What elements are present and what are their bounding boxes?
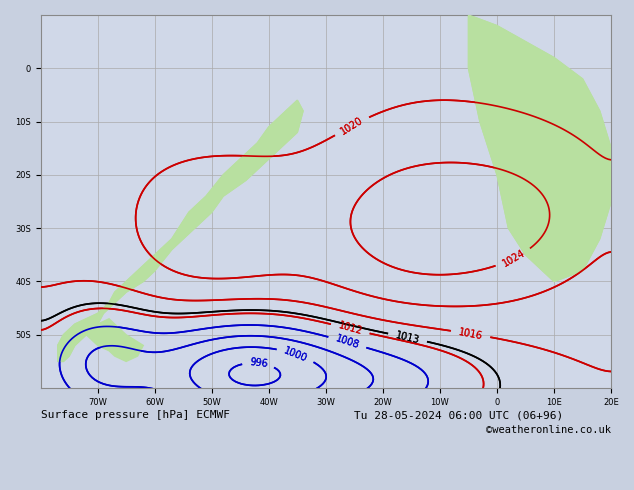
Text: 1000: 1000	[283, 345, 309, 364]
Text: 1012: 1012	[337, 321, 363, 337]
Text: 1012: 1012	[337, 321, 363, 337]
Text: 1013: 1013	[394, 330, 420, 345]
Polygon shape	[469, 15, 611, 281]
Text: 996: 996	[249, 357, 268, 369]
Text: 1004: 1004	[332, 390, 358, 410]
Text: 1020: 1020	[339, 115, 365, 137]
Text: ©weatheronline.co.uk: ©weatheronline.co.uk	[486, 425, 611, 436]
Polygon shape	[469, 15, 611, 281]
Text: 1000: 1000	[283, 345, 309, 364]
Text: 1008: 1008	[334, 334, 361, 351]
Text: 1024: 1024	[500, 248, 527, 269]
Text: 1013: 1013	[394, 330, 420, 345]
Text: 1016: 1016	[458, 327, 484, 341]
Text: Surface pressure [hPa] ECMWF: Surface pressure [hPa] ECMWF	[41, 411, 230, 420]
Text: 1024: 1024	[500, 248, 527, 269]
Text: 1008: 1008	[334, 334, 361, 351]
Text: 1016: 1016	[458, 327, 484, 341]
Polygon shape	[58, 100, 303, 362]
Text: 996: 996	[249, 357, 268, 369]
Polygon shape	[58, 100, 303, 362]
Text: Tu 28-05-2024 06:00 UTC (06+96): Tu 28-05-2024 06:00 UTC (06+96)	[354, 411, 564, 420]
Polygon shape	[81, 319, 143, 362]
Text: 1004: 1004	[332, 390, 358, 410]
Text: 1020: 1020	[339, 115, 365, 137]
